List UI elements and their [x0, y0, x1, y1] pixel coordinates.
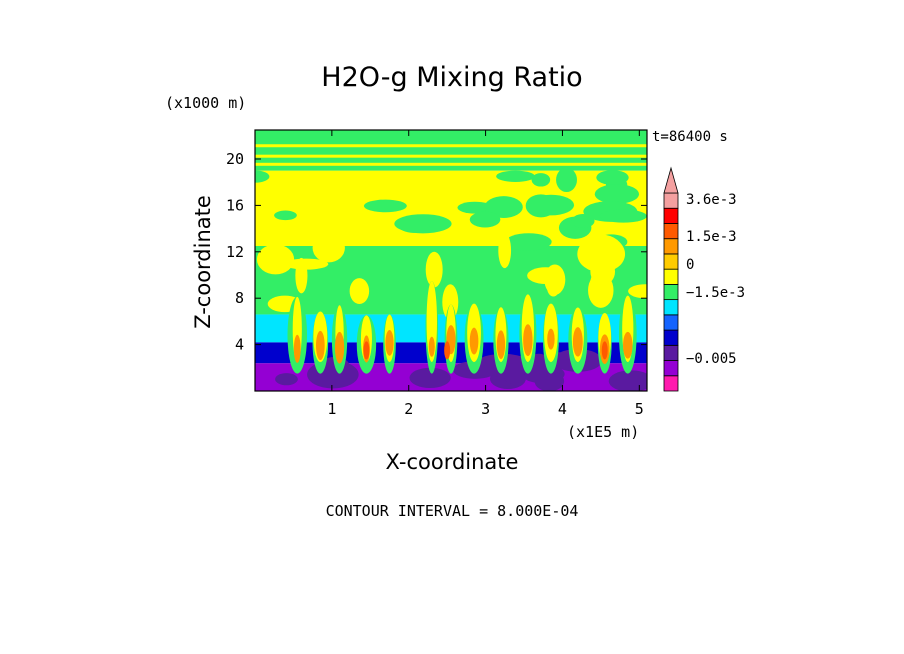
y-axis: 4 8 12 16 20	[226, 150, 647, 354]
colorbar-swatch	[663, 192, 679, 209]
y-tick-label: 16	[226, 196, 244, 214]
colorbar-swatch	[663, 299, 679, 316]
contour-streak	[255, 162, 647, 166]
contour-patch	[596, 170, 629, 185]
plume	[547, 328, 555, 350]
contour-patch	[312, 233, 345, 263]
plume	[496, 330, 506, 359]
contour-patch	[256, 244, 295, 275]
contour-patch	[496, 170, 535, 182]
plume-core	[363, 341, 370, 360]
colorbar-label: 1.5e-3	[686, 229, 737, 245]
colorbar-swatch	[663, 360, 679, 377]
contour-patch	[628, 284, 647, 299]
plume	[385, 330, 394, 356]
x-axis: 1 2 3 4 5	[327, 130, 644, 418]
contour-patch	[469, 211, 501, 228]
contour-plot	[255, 130, 647, 391]
colorbar-swatch	[663, 344, 679, 361]
colorbar-label: 0	[686, 257, 694, 273]
contour-patch	[284, 258, 329, 270]
contour-interval-note: CONTOUR INTERVAL = 8.000E-04	[326, 502, 579, 520]
colorbar: 3.6e-3 1.5e-3 0 −1.5e-3 −0.005	[663, 166, 745, 392]
y-tick-label: 4	[235, 336, 244, 354]
colorbar-label: 3.6e-3	[686, 192, 737, 208]
plume	[426, 281, 438, 362]
contour-patch	[544, 264, 566, 295]
x-tick-label: 4	[558, 400, 567, 418]
colorbar-label: −1.5e-3	[686, 285, 745, 301]
plume	[293, 334, 301, 363]
colorbar-swatch	[663, 375, 679, 392]
contour-patch	[409, 367, 451, 389]
colorbar-label: −0.005	[686, 351, 737, 367]
colorbar-swatch	[663, 253, 679, 270]
contour-patch	[274, 210, 297, 221]
contour-patch	[599, 209, 647, 223]
plume	[315, 330, 325, 361]
plume	[572, 327, 583, 357]
contour-patch	[397, 216, 431, 233]
x-axis-label: X-coordinate	[386, 450, 519, 474]
contour-patch	[531, 173, 551, 187]
contour-patch	[608, 370, 647, 391]
contour-streak	[255, 154, 647, 158]
x-tick-label: 5	[635, 400, 644, 418]
contour-patch	[255, 170, 270, 183]
contour-patch	[484, 196, 523, 218]
contour-patch	[498, 232, 512, 269]
contour-patch	[505, 233, 552, 251]
contour-patch	[590, 257, 616, 286]
plume	[469, 327, 479, 355]
contour-patch	[594, 184, 640, 204]
plume	[623, 331, 633, 359]
colorbar-swatch	[663, 314, 679, 331]
plume	[334, 331, 345, 364]
y-multiplier: (x1000 m)	[165, 94, 246, 112]
plume-core	[444, 341, 451, 360]
plot-frame	[254, 129, 648, 392]
contour-patch	[349, 278, 370, 304]
chart-title: H2O-g Mixing Ratio	[321, 62, 582, 93]
colorbar-swatch	[663, 207, 679, 224]
contour-patch	[457, 201, 493, 214]
x-tick-label: 1	[327, 400, 336, 418]
colorbar-swatch	[663, 329, 679, 346]
y-tick-label: 8	[235, 289, 244, 307]
contour-patch	[527, 194, 575, 216]
contour-patch	[502, 359, 525, 384]
contour-patch	[275, 373, 298, 386]
y-tick-label: 20	[226, 150, 244, 168]
contour-patch	[577, 235, 626, 273]
contour-patch	[363, 199, 407, 213]
plume	[428, 336, 435, 357]
colorbar-swatch	[663, 238, 679, 255]
contour-patch	[534, 370, 565, 391]
colorbar-extend-arrow	[663, 166, 679, 194]
y-axis-label: Z-coordinate	[191, 195, 215, 329]
colorbar-swatch	[663, 223, 679, 240]
y-tick-label: 12	[226, 243, 244, 261]
x-multiplier: (x1E5 m)	[567, 423, 639, 441]
plume-core	[601, 341, 608, 360]
time-label: t=86400 s	[652, 129, 728, 145]
plume	[523, 324, 533, 357]
x-tick-label: 3	[481, 400, 490, 418]
contour-streak	[255, 144, 647, 148]
colorbar-swatch	[663, 283, 679, 301]
x-tick-label: 2	[404, 400, 413, 418]
colorbar-swatch	[663, 268, 679, 285]
contour-patch	[425, 251, 443, 288]
contour-patch	[556, 167, 577, 193]
